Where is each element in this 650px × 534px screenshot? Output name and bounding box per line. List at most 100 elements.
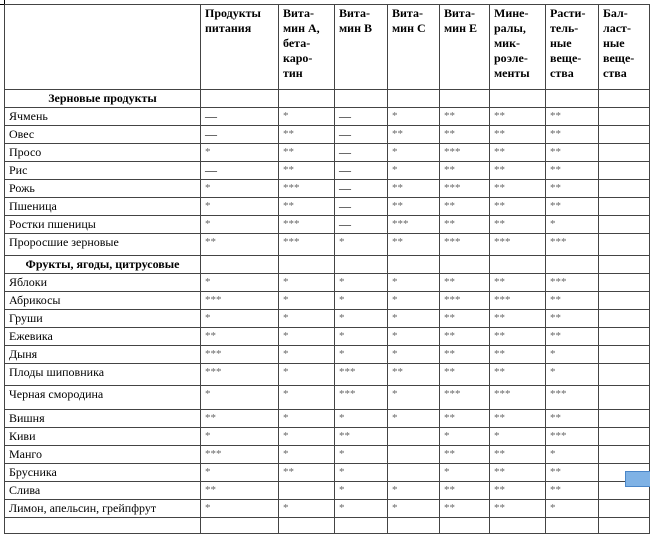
rating-cell: * — [278, 345, 335, 364]
empty-cell — [598, 89, 650, 108]
rating-cell: ** — [439, 197, 490, 216]
rating-cell: * — [387, 385, 440, 410]
empty-cell — [489, 255, 546, 274]
rating-cell — [598, 143, 650, 162]
rating-cell — [598, 215, 650, 234]
product-name: Киви — [4, 427, 201, 446]
rating-cell: ** — [489, 107, 546, 126]
table-row: Дыня *** * * * ** ** * — [4, 345, 650, 364]
table-row: Проросшие зерновые ** *** * ** *** *** *** — [4, 233, 650, 256]
table-row: Брусника * ** * * ** ** — [4, 463, 650, 482]
rating-cell: — — [334, 143, 388, 162]
rating-cell: ** — [439, 161, 490, 180]
rating-cell: ** — [489, 481, 546, 500]
rating-cell: ** — [489, 197, 546, 216]
rating-cell: ** — [439, 409, 490, 428]
rating-cell: *** — [439, 179, 490, 198]
table-row: Рожь * *** — ** *** ** ** — [4, 179, 650, 198]
rating-cell: ** — [489, 273, 546, 292]
rating-cell: ** — [489, 499, 546, 518]
rating-cell: *** — [200, 363, 279, 386]
rating-cell — [598, 363, 650, 386]
rating-cell: * — [545, 363, 599, 386]
table-row: Черная смородина * * *** * *** *** *** — [4, 385, 650, 410]
rating-cell — [598, 125, 650, 144]
rating-cell: ** — [489, 125, 546, 144]
rating-cell: ** — [439, 107, 490, 126]
rating-cell: ** — [545, 327, 599, 346]
rating-cell: ** — [545, 197, 599, 216]
table-row: Абрикосы *** * * * *** *** ** — [4, 291, 650, 310]
rating-cell: ** — [545, 463, 599, 482]
table-row: Киви * * ** * * *** — [4, 427, 650, 446]
product-name: Овес — [4, 125, 201, 144]
rating-cell: *** — [334, 363, 388, 386]
rating-cell: ** — [489, 161, 546, 180]
product-name: Яблоки — [4, 273, 201, 292]
column-header: Мине- ралы, мик- роэле- менты — [489, 4, 546, 90]
rating-cell: * — [200, 215, 279, 234]
rating-cell: * — [545, 345, 599, 364]
table-row — [4, 517, 650, 534]
rating-cell: ** — [200, 233, 279, 256]
section-title: Фрукты, ягоды, цитрусовые — [4, 255, 201, 274]
empty-cell — [387, 517, 440, 534]
rating-cell — [387, 463, 440, 482]
empty-cell — [200, 255, 279, 274]
rating-cell: ** — [489, 309, 546, 328]
rating-cell: * — [334, 409, 388, 428]
empty-cell — [439, 89, 490, 108]
rating-cell: ** — [439, 125, 490, 144]
rating-cell: — — [200, 125, 279, 144]
rating-cell: ** — [387, 233, 440, 256]
rating-cell: ** — [278, 125, 335, 144]
rating-cell: ** — [278, 143, 335, 162]
product-name: Дыня — [4, 345, 201, 364]
section-title: Зерновые продукты — [4, 89, 201, 108]
rating-cell: * — [334, 309, 388, 328]
rating-cell: *** — [545, 273, 599, 292]
rating-cell: ** — [439, 327, 490, 346]
product-name: Ростки пшеницы — [4, 215, 201, 234]
product-name: Лимон, апельсин, грейпфрут — [4, 499, 201, 518]
empty-cell — [439, 255, 490, 274]
rating-cell: ** — [387, 125, 440, 144]
product-name: Плоды шиповника — [4, 363, 201, 386]
rating-cell: * — [278, 291, 335, 310]
rating-cell: * — [278, 363, 335, 386]
rating-cell: * — [439, 427, 490, 446]
empty-cell — [545, 255, 599, 274]
rating-cell — [598, 107, 650, 126]
column-header: Вита- мин В — [334, 4, 388, 90]
column-header: Вита- мин А, бета- каро- тин — [278, 4, 335, 90]
rating-cell: ** — [439, 215, 490, 234]
rating-cell: — — [334, 197, 388, 216]
rating-cell: * — [334, 481, 388, 500]
rating-cell: * — [387, 291, 440, 310]
column-header: Бал- ласт- ные веще- ства — [598, 4, 650, 90]
rating-cell: * — [387, 143, 440, 162]
rating-cell: *** — [200, 291, 279, 310]
rating-cell: ** — [439, 481, 490, 500]
rating-cell: * — [334, 499, 388, 518]
nutrition-table: Продукты питания Вита- мин А, бета- каро-… — [4, 4, 650, 534]
rating-cell: * — [334, 233, 388, 256]
rating-cell: *** — [489, 233, 546, 256]
empty-cell — [545, 517, 599, 534]
rating-cell: — — [334, 179, 388, 198]
rating-cell: ** — [439, 445, 490, 464]
rating-cell — [598, 161, 650, 180]
rating-cell: ** — [439, 273, 490, 292]
empty-cell — [387, 89, 440, 108]
rating-cell: * — [278, 427, 335, 446]
rating-cell: *** — [439, 291, 490, 310]
column-header: Продукты питания — [200, 4, 279, 90]
rating-cell: * — [278, 309, 335, 328]
rating-cell: ** — [278, 161, 335, 180]
table-row: Овес — ** — ** ** ** ** — [4, 125, 650, 144]
rating-cell — [598, 273, 650, 292]
empty-cell — [278, 255, 335, 274]
rating-cell: * — [334, 327, 388, 346]
rating-cell: ** — [545, 409, 599, 428]
rating-cell: ** — [200, 409, 279, 428]
